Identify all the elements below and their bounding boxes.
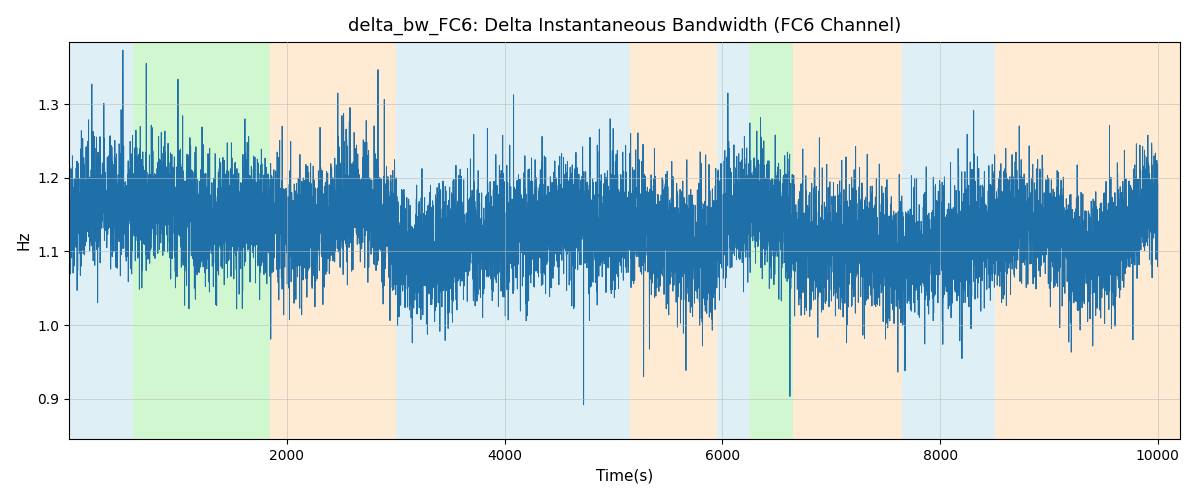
Bar (793, 42, 902, 439)
Bar (450, 42, 630, 439)
Bar (270, 42, 396, 439)
Bar (995, 42, 1180, 439)
Title: delta_bw_FC6: Delta Instantaneous Bandwidth (FC6 Channel): delta_bw_FC6: Delta Instantaneous Bandwi… (348, 16, 901, 35)
Bar (630, 42, 716, 439)
Bar (133, 42, 270, 439)
X-axis label: Time(s): Time(s) (595, 468, 653, 483)
Bar (716, 42, 750, 439)
Bar (750, 42, 793, 439)
Bar (902, 42, 995, 439)
Bar (396, 42, 450, 439)
Y-axis label: Hz: Hz (17, 230, 31, 250)
Bar (70, 42, 133, 439)
